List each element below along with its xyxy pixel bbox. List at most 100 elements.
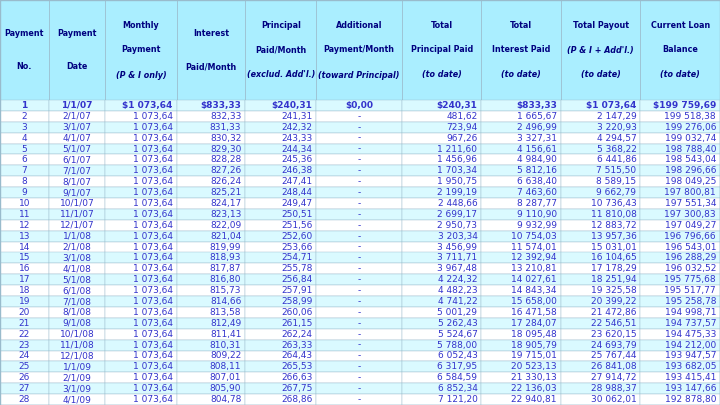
- Bar: [0, 209, 48, 220]
- Bar: [0, 351, 48, 361]
- Text: 1 073,64: 1 073,64: [132, 341, 173, 350]
- Text: 253,66: 253,66: [281, 243, 312, 252]
- Bar: [561, 100, 641, 111]
- Bar: [561, 383, 641, 394]
- Bar: [317, 351, 402, 361]
- Text: 1 073,64: 1 073,64: [132, 254, 173, 262]
- Text: 5 524,67: 5 524,67: [438, 330, 477, 339]
- Bar: [246, 307, 317, 318]
- Text: 27: 27: [19, 384, 30, 393]
- Bar: [48, 383, 106, 394]
- Bar: [641, 361, 720, 372]
- Bar: [0, 187, 48, 198]
- Text: Paid/Month: Paid/Month: [256, 45, 307, 55]
- Text: 823,13: 823,13: [210, 210, 241, 219]
- Text: 13 210,81: 13 210,81: [511, 264, 557, 273]
- Text: 13 957,36: 13 957,36: [590, 232, 636, 241]
- Bar: [402, 383, 482, 394]
- Bar: [106, 394, 176, 405]
- Bar: [176, 296, 246, 307]
- Text: Interest Paid: Interest Paid: [492, 45, 550, 55]
- Text: 195 517,77: 195 517,77: [665, 286, 716, 295]
- Text: 242,32: 242,32: [282, 123, 312, 132]
- Bar: [561, 209, 641, 220]
- Bar: [641, 111, 720, 122]
- Bar: [0, 231, 48, 242]
- Text: 198 543,04: 198 543,04: [665, 156, 716, 164]
- Text: 7 121,20: 7 121,20: [438, 395, 477, 404]
- Bar: [0, 329, 48, 340]
- Bar: [482, 133, 561, 143]
- Text: 196 032,52: 196 032,52: [665, 264, 716, 273]
- Text: -: -: [358, 286, 361, 295]
- Bar: [317, 154, 402, 165]
- Text: 6 852,34: 6 852,34: [438, 384, 477, 393]
- Text: 252,60: 252,60: [282, 232, 312, 241]
- Bar: [402, 252, 482, 263]
- Bar: [106, 361, 176, 372]
- Bar: [561, 122, 641, 133]
- Text: 26: 26: [19, 373, 30, 382]
- Text: 193 947,57: 193 947,57: [665, 352, 716, 360]
- Text: 830,32: 830,32: [210, 134, 241, 143]
- Text: 249,47: 249,47: [282, 199, 312, 208]
- Bar: [246, 242, 317, 252]
- Text: 3: 3: [22, 123, 27, 132]
- Bar: [176, 252, 246, 263]
- Bar: [176, 242, 246, 252]
- Text: 821,04: 821,04: [210, 232, 241, 241]
- Text: 8: 8: [22, 177, 27, 186]
- Bar: [246, 361, 317, 372]
- Text: 11/1/07: 11/1/07: [60, 210, 94, 219]
- Bar: [561, 351, 641, 361]
- Text: 22 546,51: 22 546,51: [591, 319, 636, 328]
- Text: -: -: [358, 123, 361, 132]
- Text: 2 699,17: 2 699,17: [437, 210, 477, 219]
- Text: 17 178,29: 17 178,29: [590, 264, 636, 273]
- Text: -: -: [358, 156, 361, 164]
- Text: 18 095,48: 18 095,48: [511, 330, 557, 339]
- Text: 11: 11: [19, 210, 30, 219]
- Text: 20 523,13: 20 523,13: [511, 362, 557, 371]
- Text: $199 759,69: $199 759,69: [652, 101, 716, 110]
- Bar: [106, 209, 176, 220]
- Bar: [402, 176, 482, 187]
- Text: 16 471,58: 16 471,58: [511, 308, 557, 317]
- Text: 9 662,79: 9 662,79: [596, 188, 636, 197]
- Bar: [641, 274, 720, 285]
- Text: 197 300,83: 197 300,83: [665, 210, 716, 219]
- Bar: [48, 231, 106, 242]
- Bar: [402, 351, 482, 361]
- Text: 1 073,64: 1 073,64: [132, 286, 173, 295]
- Bar: [317, 318, 402, 329]
- Text: 828,28: 828,28: [210, 156, 241, 164]
- Text: -: -: [358, 341, 361, 350]
- Bar: [482, 351, 561, 361]
- Bar: [641, 263, 720, 274]
- Bar: [482, 274, 561, 285]
- Text: 244,34: 244,34: [282, 145, 312, 153]
- Text: 813,58: 813,58: [210, 308, 241, 317]
- Bar: [176, 307, 246, 318]
- Text: 2 199,19: 2 199,19: [437, 188, 477, 197]
- Text: 481,62: 481,62: [446, 112, 477, 121]
- Bar: [641, 252, 720, 263]
- Bar: [317, 340, 402, 351]
- Text: 6/1/08: 6/1/08: [63, 286, 91, 295]
- Text: 12 883,72: 12 883,72: [591, 221, 636, 230]
- Text: 10/1/07: 10/1/07: [60, 199, 94, 208]
- Text: -: -: [358, 221, 361, 230]
- Text: 12: 12: [19, 221, 30, 230]
- Bar: [0, 154, 48, 165]
- Bar: [176, 329, 246, 340]
- Text: 23 620,15: 23 620,15: [591, 330, 636, 339]
- Bar: [176, 220, 246, 231]
- Bar: [48, 100, 106, 111]
- Text: 10/1/08: 10/1/08: [60, 330, 94, 339]
- Text: 15: 15: [19, 254, 30, 262]
- Bar: [176, 122, 246, 133]
- Text: -: -: [358, 134, 361, 143]
- Bar: [176, 318, 246, 329]
- Text: -: -: [358, 264, 361, 273]
- Text: 826,24: 826,24: [210, 177, 241, 186]
